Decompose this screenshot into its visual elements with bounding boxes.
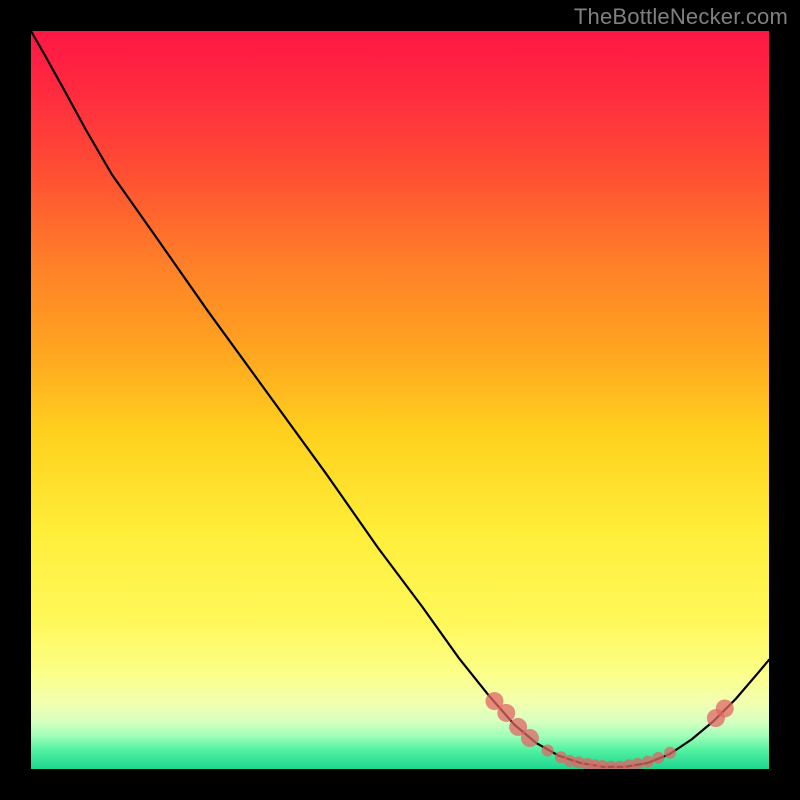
data-marker [521,729,539,747]
data-marker [664,747,676,759]
plot-area [31,31,769,769]
data-marker [632,758,644,769]
data-marker [542,745,554,757]
data-markers [31,31,769,769]
watermark-text: TheBottleNecker.com [574,4,788,30]
data-marker [642,756,654,768]
data-marker [716,699,734,717]
data-marker [497,704,515,722]
data-marker [652,752,664,764]
